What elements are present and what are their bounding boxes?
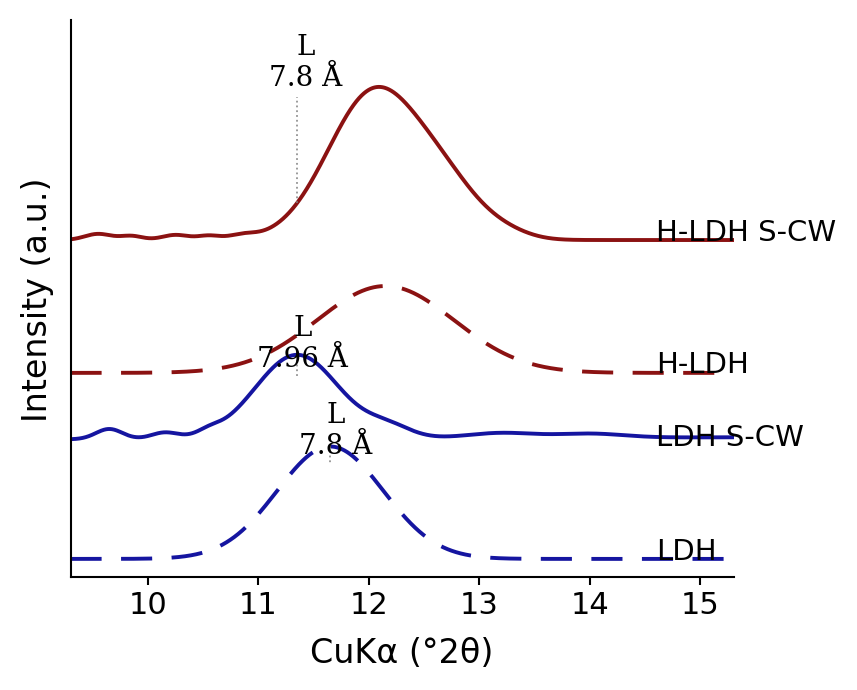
Y-axis label: Intensity (a.u.): Intensity (a.u.) bbox=[21, 177, 54, 422]
Text: H-LDH S-CW: H-LDH S-CW bbox=[656, 219, 836, 247]
Text: LDH: LDH bbox=[656, 538, 716, 566]
Text: L
7.96 Å: L 7.96 Å bbox=[257, 315, 348, 373]
Text: L
7.8 Å: L 7.8 Å bbox=[299, 402, 372, 460]
Text: L
7.8 Å: L 7.8 Å bbox=[269, 34, 343, 92]
Text: H-LDH: H-LDH bbox=[656, 351, 749, 379]
Text: LDH S-CW: LDH S-CW bbox=[656, 424, 804, 451]
X-axis label: CuKα (°2θ): CuKα (°2θ) bbox=[310, 636, 494, 669]
